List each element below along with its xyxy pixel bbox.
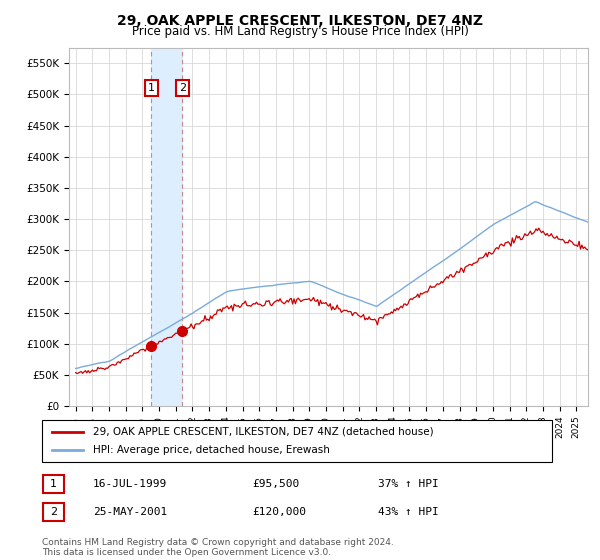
- Text: £120,000: £120,000: [252, 507, 306, 517]
- FancyBboxPatch shape: [42, 420, 552, 462]
- Text: 1: 1: [50, 479, 57, 489]
- Text: Contains HM Land Registry data © Crown copyright and database right 2024.: Contains HM Land Registry data © Crown c…: [42, 538, 394, 547]
- Text: HPI: Average price, detached house, Erewash: HPI: Average price, detached house, Erew…: [93, 445, 330, 455]
- Text: 16-JUL-1999: 16-JUL-1999: [93, 479, 167, 489]
- FancyBboxPatch shape: [43, 475, 64, 493]
- Text: £95,500: £95,500: [252, 479, 299, 489]
- Text: 43% ↑ HPI: 43% ↑ HPI: [378, 507, 439, 517]
- Text: 37% ↑ HPI: 37% ↑ HPI: [378, 479, 439, 489]
- FancyBboxPatch shape: [43, 503, 64, 521]
- Text: 29, OAK APPLE CRESCENT, ILKESTON, DE7 4NZ: 29, OAK APPLE CRESCENT, ILKESTON, DE7 4N…: [117, 14, 483, 28]
- Text: 2: 2: [50, 507, 57, 517]
- Text: Price paid vs. HM Land Registry's House Price Index (HPI): Price paid vs. HM Land Registry's House …: [131, 25, 469, 38]
- Text: 29, OAK APPLE CRESCENT, ILKESTON, DE7 4NZ (detached house): 29, OAK APPLE CRESCENT, ILKESTON, DE7 4N…: [93, 427, 434, 437]
- Bar: [151, 48, 182, 406]
- Text: 25-MAY-2001: 25-MAY-2001: [93, 507, 167, 517]
- Text: 1: 1: [148, 83, 155, 93]
- Text: This data is licensed under the Open Government Licence v3.0.: This data is licensed under the Open Gov…: [42, 548, 331, 557]
- Text: 2: 2: [179, 83, 186, 93]
